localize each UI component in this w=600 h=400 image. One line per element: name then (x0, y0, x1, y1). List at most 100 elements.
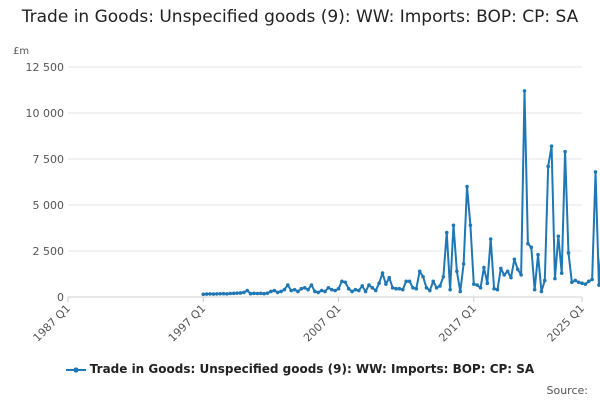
data-point (231, 291, 236, 296)
data-point (336, 286, 341, 291)
data-point (505, 269, 510, 274)
data-point (340, 279, 344, 284)
x-tick-label: 1987 Q1 (31, 302, 74, 345)
data-point (279, 289, 283, 294)
data-point (248, 291, 253, 296)
data-point (438, 284, 442, 288)
data-point (532, 287, 537, 292)
data-point (421, 274, 425, 279)
data-point (397, 286, 402, 291)
data-point (485, 281, 490, 286)
data-point (299, 286, 304, 291)
y-tick-label: 0 (57, 291, 64, 304)
data-point (580, 281, 584, 286)
legend-line-marker-icon (65, 366, 86, 373)
legend-series-label: Trade in Goods: Unspecified goods (9): W… (89, 362, 535, 376)
series-layer (201, 89, 600, 297)
data-point (444, 230, 449, 235)
data-point (492, 286, 496, 291)
data-point (407, 279, 412, 284)
data-point (448, 287, 452, 292)
data-point (471, 282, 476, 286)
data-point (258, 291, 263, 296)
data-point (583, 282, 588, 286)
data-point (559, 271, 564, 275)
data-point (563, 149, 567, 154)
data-point (570, 280, 574, 285)
data-point (475, 283, 479, 287)
data-point (576, 280, 581, 285)
data-point (455, 269, 459, 274)
axes: 0 2 500 5 000 7 500 10 000 12 500 1987 Q1 1997 … (26, 61, 588, 344)
data-point (522, 89, 527, 93)
data-point (255, 291, 260, 296)
data-point (228, 291, 233, 296)
data-point (377, 281, 381, 286)
data-point (235, 291, 239, 295)
chart-title: Trade in Goods: Unspecified goods (9): W… (21, 7, 579, 27)
data-point (306, 287, 310, 292)
data-point (468, 223, 473, 228)
data-point (441, 274, 446, 279)
data-point (414, 286, 419, 291)
data-point (509, 275, 513, 280)
data-point (549, 144, 554, 148)
data-point (292, 287, 297, 292)
data-point (590, 277, 594, 282)
data-point (225, 292, 229, 296)
data-point (326, 286, 331, 290)
data-point (499, 266, 503, 271)
data-point (519, 273, 523, 277)
data-point (272, 288, 277, 293)
data-point (350, 289, 354, 294)
data-point (512, 257, 517, 262)
data-point (431, 279, 436, 284)
data-point (286, 283, 290, 287)
data-point (370, 286, 375, 290)
data-point (262, 291, 266, 296)
data-point (353, 287, 358, 292)
data-point (424, 286, 429, 290)
data-point (201, 292, 206, 297)
data-point (313, 289, 317, 294)
data-point (265, 291, 270, 295)
data-point (282, 287, 287, 292)
data-point (390, 286, 395, 290)
data-point (573, 278, 578, 283)
data-point (343, 280, 348, 285)
legend[interactable]: Trade in Goods: Unspecified goods (9): W… (0, 362, 600, 376)
x-tick-label: 2025 Q1 (545, 302, 588, 345)
data-point (536, 252, 540, 257)
data-point (245, 288, 250, 293)
data-point (515, 267, 520, 272)
data-point (302, 286, 307, 290)
y-axis-unit-label: £m (13, 46, 30, 57)
data-point (204, 292, 209, 296)
data-point (482, 265, 486, 270)
data-point (597, 283, 600, 287)
data-point (502, 273, 507, 277)
data-point (329, 287, 334, 292)
data-point (404, 279, 408, 284)
data-point (411, 286, 415, 290)
data-point (333, 288, 337, 293)
data-point (252, 291, 256, 296)
data-point (526, 241, 530, 246)
data-point (434, 286, 439, 290)
data-point (465, 184, 469, 189)
data-point (346, 286, 351, 291)
data-point (208, 292, 212, 296)
data-point (309, 283, 314, 287)
y-tick-label: 10 000 (26, 107, 65, 120)
data-point (556, 234, 561, 239)
data-point (218, 291, 222, 296)
data-point (289, 288, 293, 293)
data-point (242, 290, 246, 295)
data-point (384, 282, 388, 286)
data-point (458, 289, 463, 294)
data-point (586, 279, 591, 284)
data-point (214, 292, 219, 296)
data-point (566, 251, 571, 255)
data-point (417, 269, 422, 274)
